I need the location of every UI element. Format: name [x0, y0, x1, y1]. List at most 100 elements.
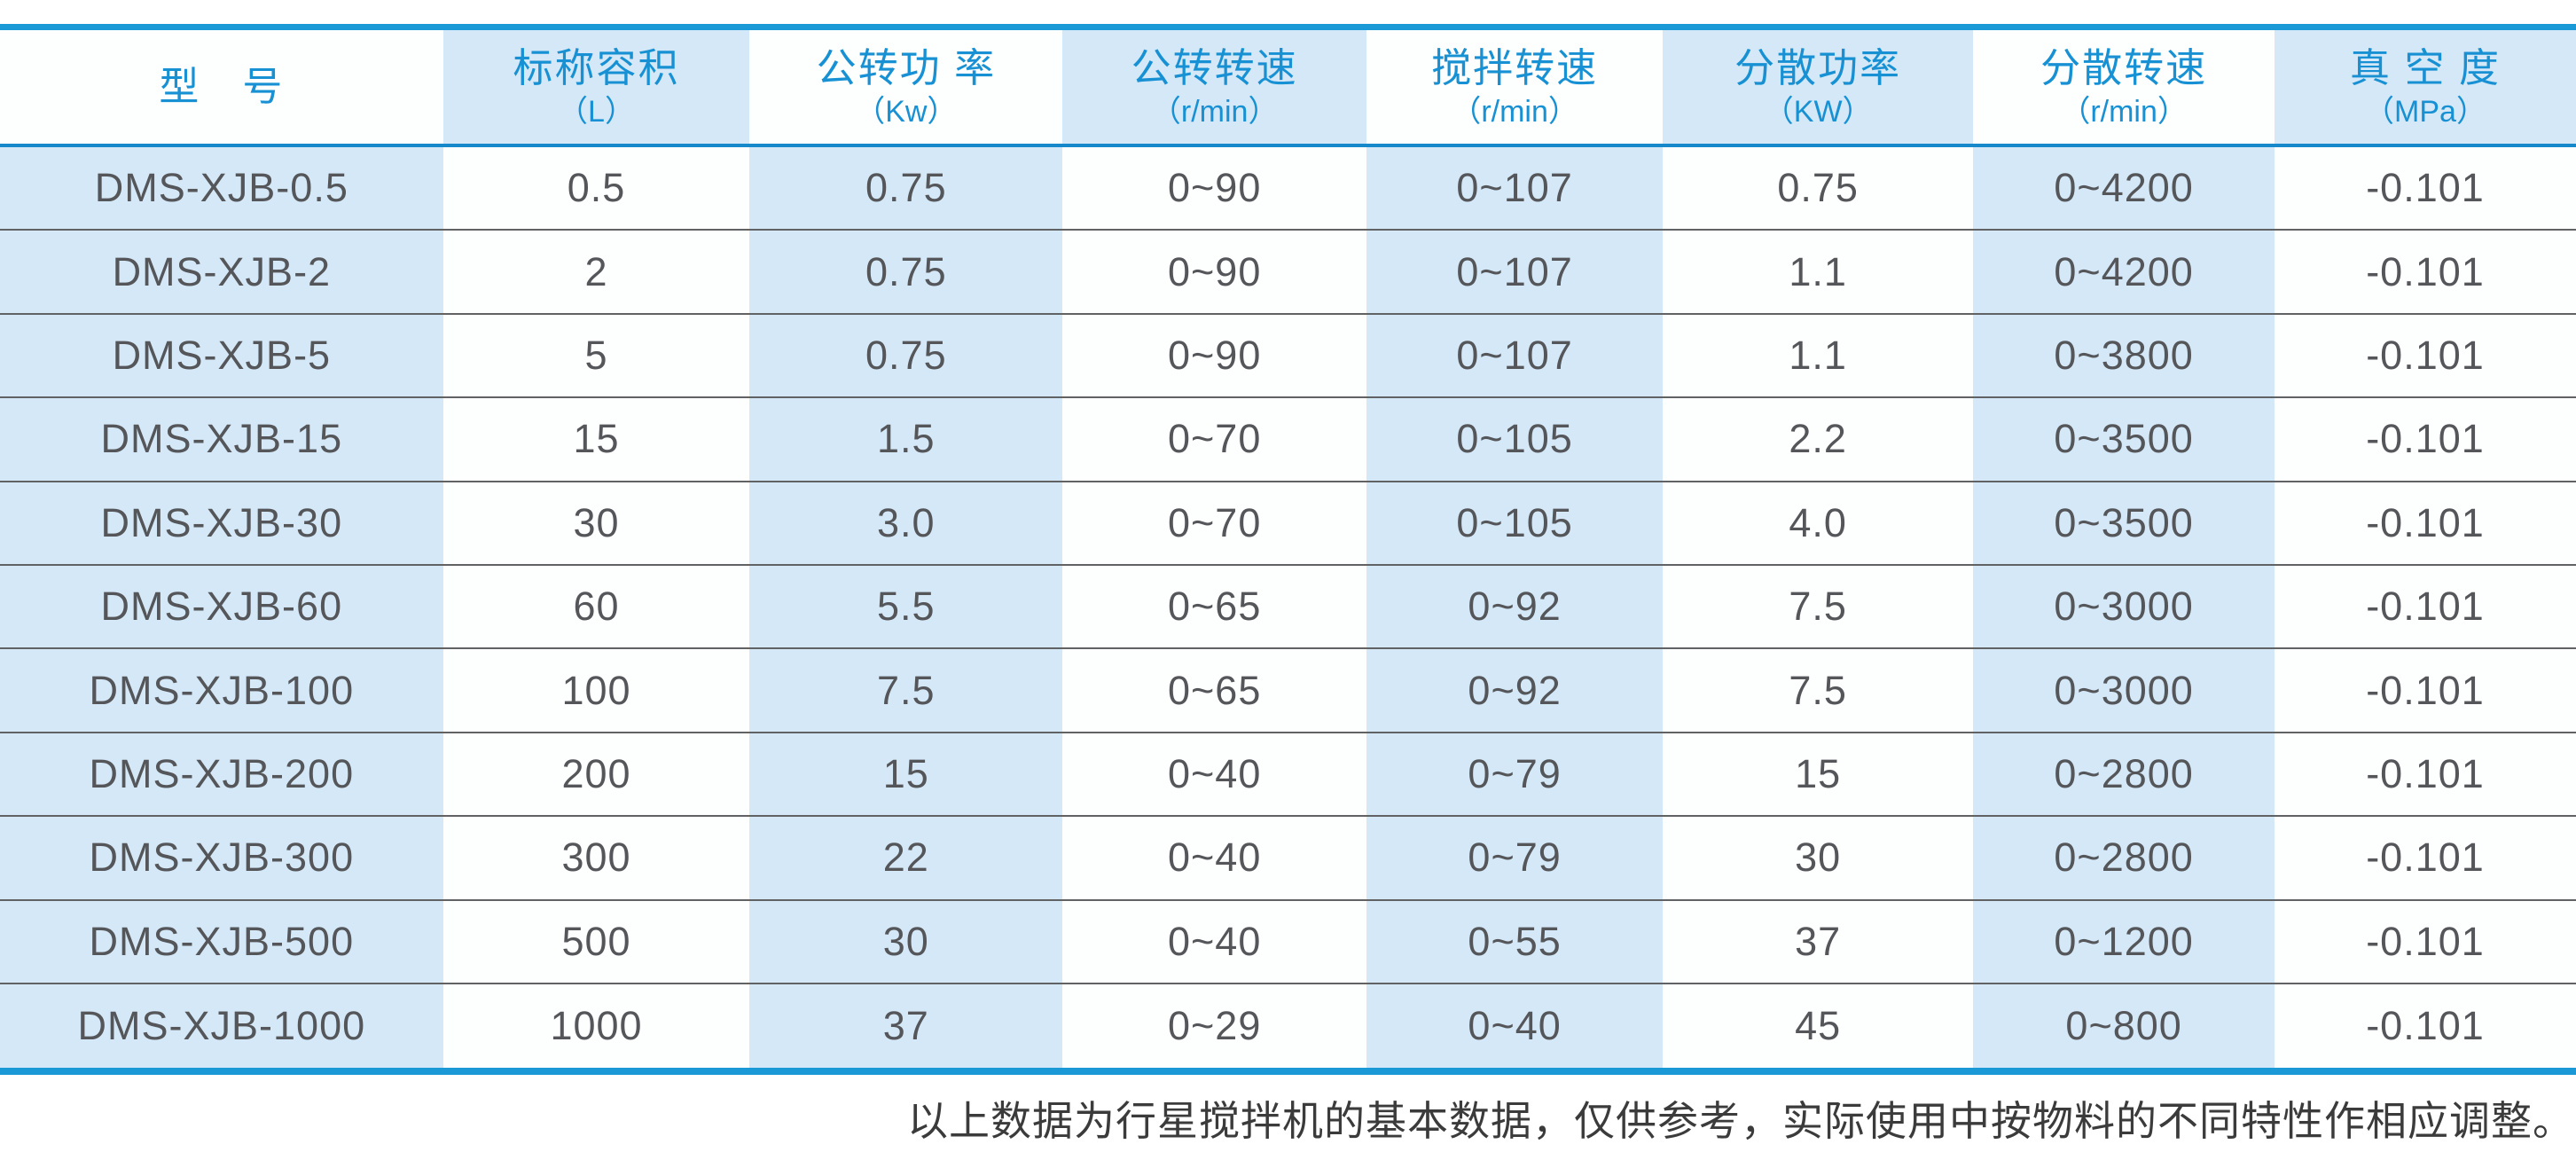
cell-revolution-power: 30: [749, 900, 1063, 983]
cell-revolution-power: 0.75: [749, 147, 1063, 230]
table-row: DMS-XJB-500 500 30 0~40 0~55 37 0~1200 -…: [0, 900, 2576, 984]
cell-revolution-speed: 0~40: [1062, 817, 1367, 899]
table-header-cell: 分散转速 （r/min）: [1973, 30, 2275, 144]
header-label: 型 号: [159, 63, 285, 109]
cell-revolution-speed: 0~90: [1062, 147, 1367, 230]
header-unit-label: （r/min）: [1451, 94, 1578, 129]
cell-vacuum-degree: -0.101: [2275, 817, 2576, 899]
cell-stirring-speed: 0~107: [1366, 147, 1664, 230]
cell-revolution-speed: 0~40: [1062, 733, 1367, 816]
cell-dispersion-speed: 0~2800: [1973, 733, 2275, 816]
footer-note: 以上数据为行星搅拌机的基本数据，仅供参考，实际使用中按物料的不同特性作相应调整。: [907, 1097, 2574, 1145]
header-unit-label: （r/min）: [2060, 94, 2188, 129]
cell-vacuum-degree: -0.101: [2275, 147, 2576, 230]
cell-vacuum-degree: -0.101: [2275, 649, 2576, 732]
table-row: DMS-XJB-5 5 0.75 0~90 0~107 1.1 0~3800 -…: [0, 314, 2576, 399]
header-label: 真 空 度: [2349, 44, 2501, 90]
table-header-cell: 分散功率 （KW）: [1663, 30, 1974, 144]
cell-dispersion-speed: 0~2800: [1973, 817, 2275, 899]
cell-revolution-power: 1.5: [749, 398, 1063, 481]
cell-nominal-volume: 60: [442, 565, 750, 648]
cell-stirring-speed: 0~105: [1366, 482, 1664, 564]
table-row: DMS-XJB-30 30 3.0 0~70 0~105 4.0 0~3500 …: [0, 482, 2576, 566]
cell-vacuum-degree: -0.101: [2275, 314, 2576, 397]
table-header-cell: 公转转速 （r/min）: [1062, 30, 1367, 144]
cell-nominal-volume: 0.5: [442, 147, 750, 230]
cell-revolution-speed: 0~70: [1062, 482, 1367, 564]
cell-stirring-speed: 0~92: [1366, 565, 1664, 648]
cell-revolution-speed: 0~70: [1062, 398, 1367, 481]
cell-revolution-power: 22: [749, 817, 1063, 899]
table-row: DMS-XJB-300 300 22 0~40 0~79 30 0~2800 -…: [0, 817, 2576, 901]
table-header-cell: 公转功 率 （Kw）: [749, 30, 1063, 144]
table-row: DMS-XJB-1000 1000 37 0~29 0~40 45 0~800 …: [0, 984, 2576, 1069]
cell-model: DMS-XJB-0.5: [0, 147, 443, 230]
cell-dispersion-speed: 0~4200: [1973, 147, 2275, 230]
cell-nominal-volume: 30: [442, 482, 750, 564]
cell-model: DMS-XJB-2: [0, 231, 443, 313]
cell-stirring-speed: 0~40: [1366, 984, 1664, 1069]
cell-stirring-speed: 0~79: [1366, 733, 1664, 816]
cell-nominal-volume: 200: [442, 733, 750, 816]
cell-revolution-speed: 0~65: [1062, 565, 1367, 648]
cell-stirring-speed: 0~92: [1366, 649, 1664, 732]
table-row: DMS-XJB-15 15 1.5 0~70 0~105 2.2 0~3500 …: [0, 398, 2576, 482]
cell-dispersion-speed: 0~800: [1973, 984, 2275, 1069]
header-label: 公转转速: [1131, 44, 1298, 90]
cell-revolution-power: 0.75: [749, 231, 1063, 313]
cell-vacuum-degree: -0.101: [2275, 231, 2576, 313]
cell-dispersion-speed: 0~3500: [1973, 398, 2275, 481]
cell-revolution-power: 0.75: [749, 314, 1063, 397]
cell-nominal-volume: 15: [442, 398, 750, 481]
cell-nominal-volume: 500: [442, 900, 750, 983]
cell-nominal-volume: 100: [442, 649, 750, 732]
cell-nominal-volume: 5: [442, 314, 750, 397]
header-label: 公转功 率: [816, 44, 997, 90]
cell-vacuum-degree: -0.101: [2275, 984, 2576, 1069]
header-label: 搅拌转速: [1431, 44, 1599, 90]
cell-stirring-speed: 0~55: [1366, 900, 1664, 983]
cell-dispersion-power: 37: [1663, 900, 1974, 983]
cell-dispersion-power: 1.1: [1663, 314, 1974, 397]
cell-dispersion-speed: 0~1200: [1973, 900, 2275, 983]
cell-stirring-speed: 0~107: [1366, 314, 1664, 397]
cell-model: DMS-XJB-5: [0, 314, 443, 397]
cell-dispersion-power: 0.75: [1663, 147, 1974, 230]
cell-nominal-volume: 1000: [442, 984, 750, 1069]
cell-stirring-speed: 0~79: [1366, 817, 1664, 899]
header-unit-label: （MPa）: [2364, 94, 2486, 129]
header-unit-label: （KW）: [1763, 94, 1873, 129]
cell-vacuum-degree: -0.101: [2275, 482, 2576, 564]
cell-revolution-power: 7.5: [749, 649, 1063, 732]
cell-vacuum-degree: -0.101: [2275, 565, 2576, 648]
cell-dispersion-speed: 0~3000: [1973, 565, 2275, 648]
spec-table: 型 号 标称容积 （L） 公转功 率 （Kw） 公转转速 （r/min）: [0, 24, 2576, 1076]
table-row: DMS-XJB-0.5 0.5 0.75 0~90 0~107 0.75 0~4…: [0, 147, 2576, 231]
table-header-cell: 真 空 度 （MPa）: [2275, 30, 2576, 144]
cell-model: DMS-XJB-60: [0, 565, 443, 648]
header-label: 标称容积: [513, 44, 680, 90]
table-body: DMS-XJB-0.5 0.5 0.75 0~90 0~107 0.75 0~4…: [0, 147, 2576, 1069]
cell-model: DMS-XJB-100: [0, 649, 443, 732]
header-unit-label: （Kw）: [855, 94, 958, 129]
cell-model: DMS-XJB-15: [0, 398, 443, 481]
cell-model: DMS-XJB-500: [0, 900, 443, 983]
header-unit-label: （r/min）: [1150, 94, 1279, 129]
cell-stirring-speed: 0~105: [1366, 398, 1664, 481]
header-label: 分散功率: [1734, 44, 1902, 90]
header-label: 分散转速: [2040, 44, 2208, 90]
cell-dispersion-power: 4.0: [1663, 482, 1974, 564]
cell-stirring-speed: 0~107: [1366, 231, 1664, 313]
header-unit-label: （L）: [558, 94, 635, 129]
table-header-cell: 搅拌转速 （r/min）: [1366, 30, 1664, 144]
cell-model: DMS-XJB-300: [0, 817, 443, 899]
cell-dispersion-power: 15: [1663, 733, 1974, 816]
cell-revolution-power: 5.5: [749, 565, 1063, 648]
cell-revolution-power: 37: [749, 984, 1063, 1069]
cell-revolution-speed: 0~29: [1062, 984, 1367, 1069]
cell-dispersion-power: 7.5: [1663, 649, 1974, 732]
cell-vacuum-degree: -0.101: [2275, 733, 2576, 816]
cell-dispersion-power: 45: [1663, 984, 1974, 1069]
cell-vacuum-degree: -0.101: [2275, 398, 2576, 481]
cell-dispersion-power: 1.1: [1663, 231, 1974, 313]
